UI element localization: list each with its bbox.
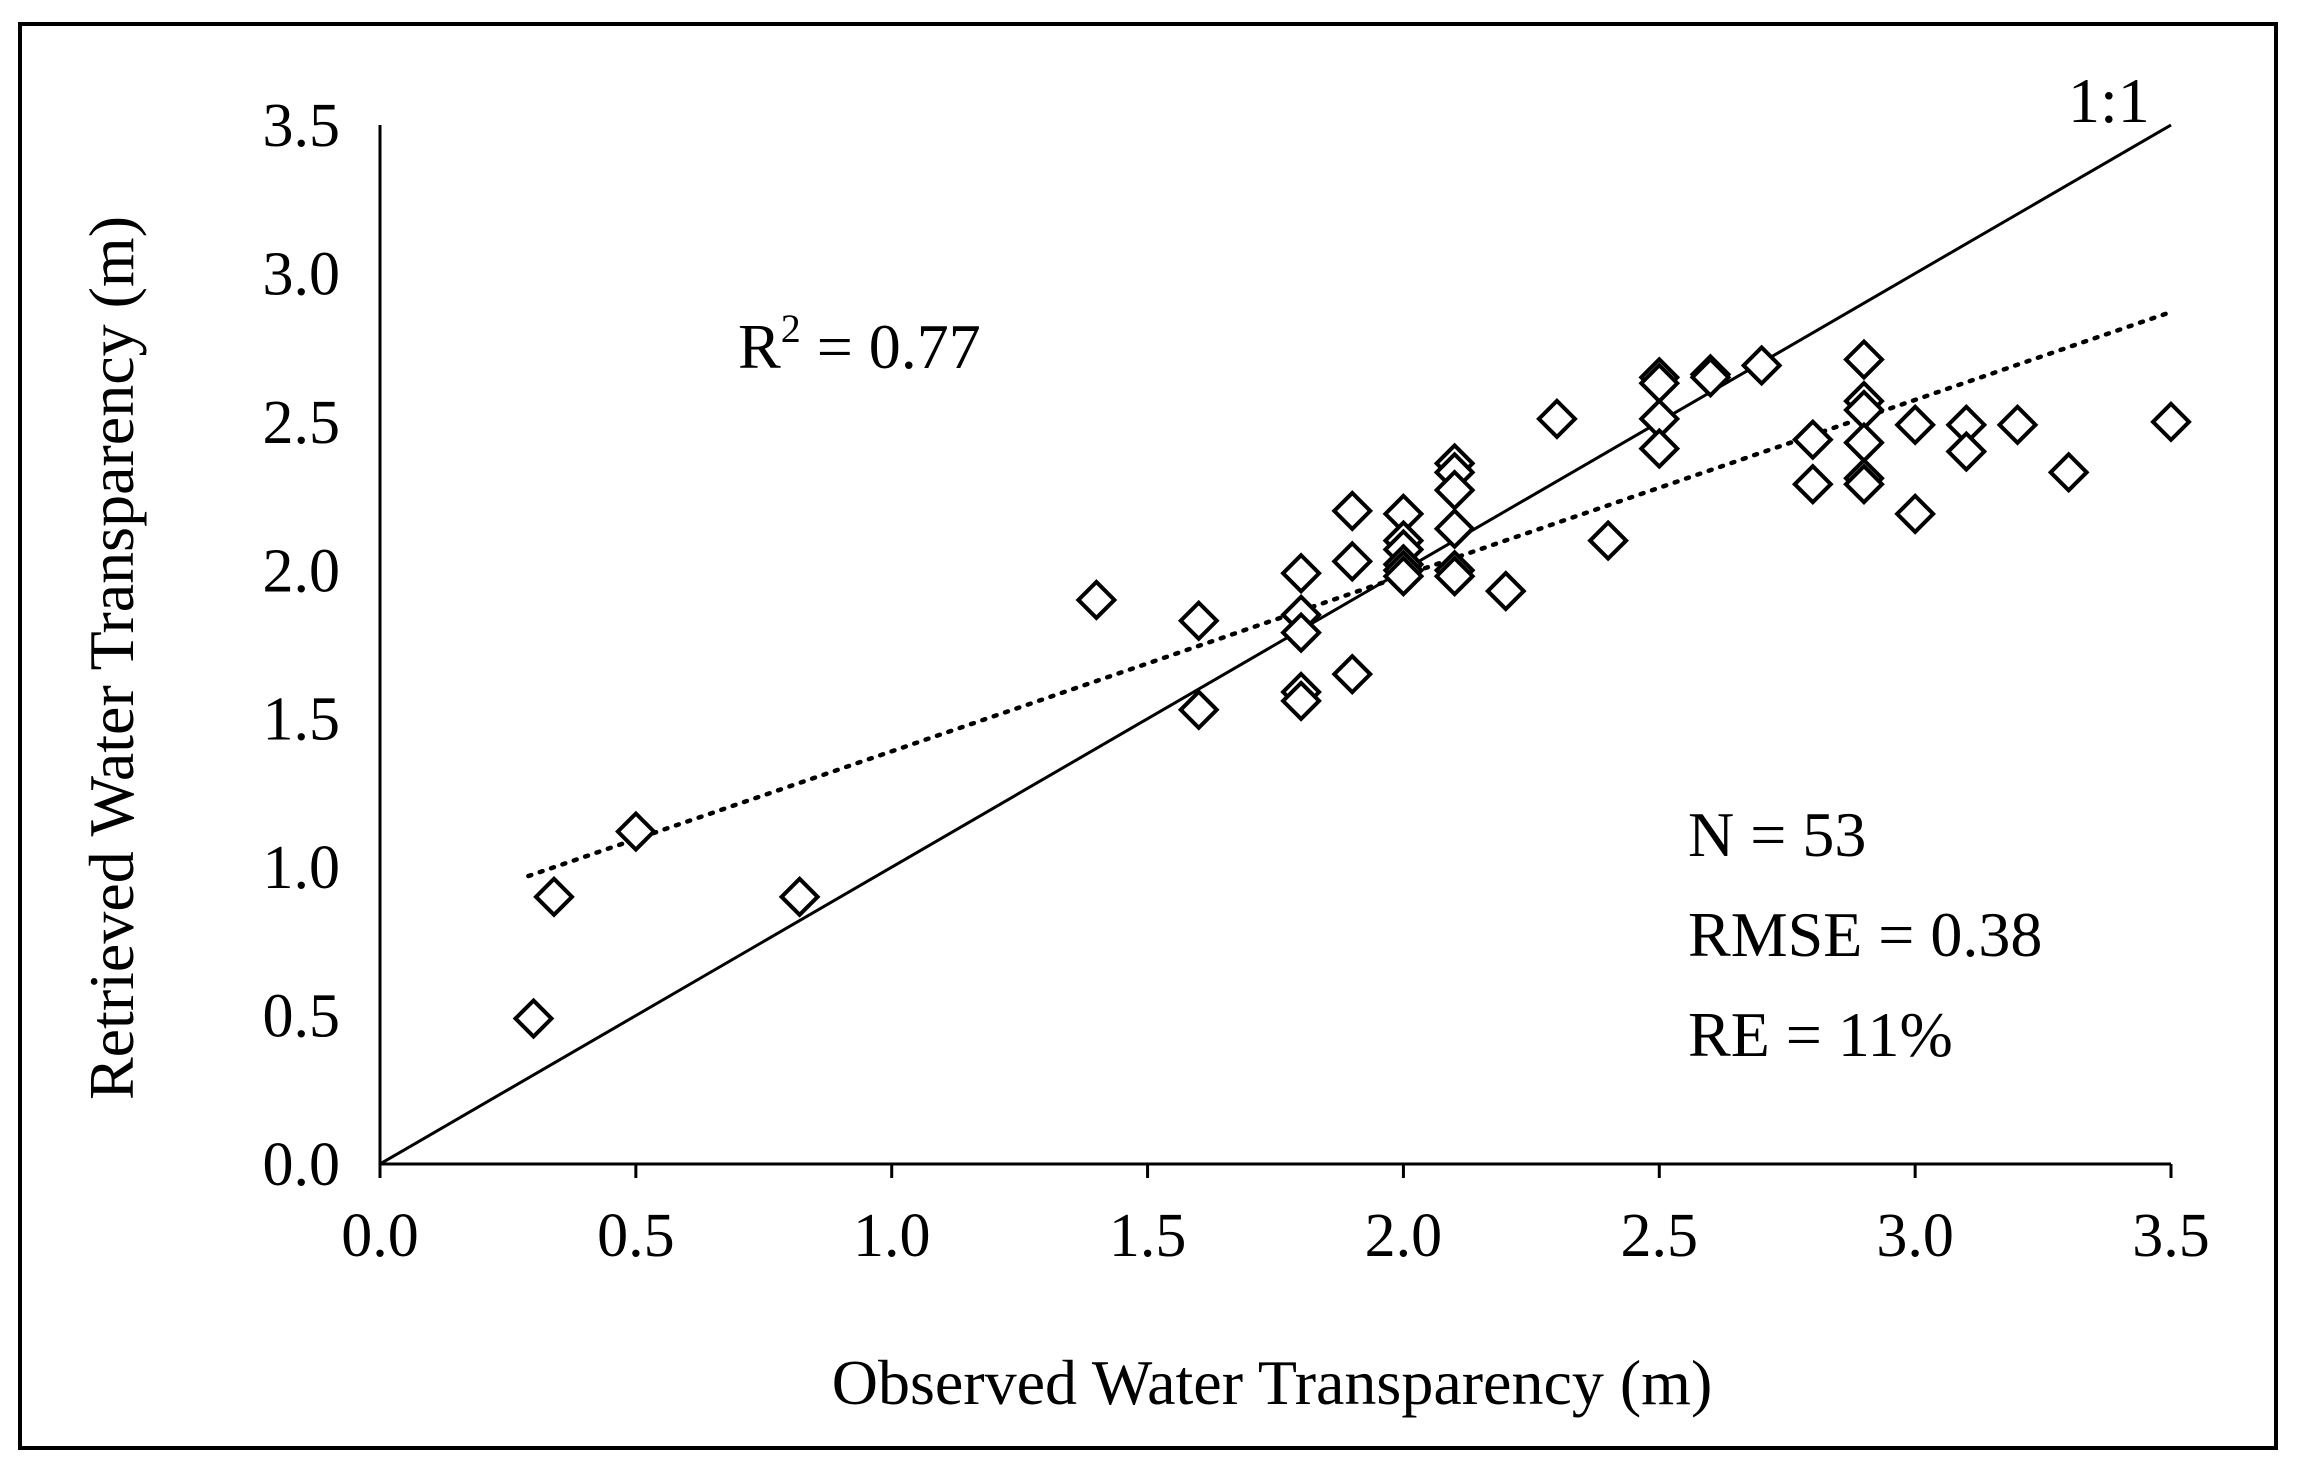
data-point-diamond [2047, 451, 2090, 494]
r-squared-value: = 0.77 [801, 311, 981, 382]
axes-layer [378, 125, 2173, 1178]
x-tick-label: 1.5 [1109, 1202, 1187, 1270]
x-tick-label: 3.5 [2132, 1202, 2210, 1270]
data-point-diamond [1894, 493, 1936, 535]
x-axis-label: Observed Water Transparency (m) [832, 1347, 1713, 1418]
data-point-diamond [615, 810, 657, 853]
y-tick-label: 0.0 [263, 1131, 341, 1199]
data-point-diamond [1280, 611, 1322, 654]
data-point-diamond [1484, 570, 1527, 612]
data-point-diamond [1433, 507, 1476, 550]
data-point-diamond [1843, 421, 1885, 464]
data-point-diamond [1791, 418, 1834, 461]
r-squared-symbol: R [738, 311, 781, 382]
y-tick-label: 3.0 [263, 240, 341, 308]
figure-frame [18, 22, 2278, 1450]
data-point-diamond [1996, 403, 2039, 446]
data-point-diamond [1382, 555, 1425, 598]
rmse-annotation: RMSE = 0.38 [1688, 899, 2042, 970]
data-point-diamond [1177, 688, 1220, 731]
data-point-diamond [1177, 599, 1220, 642]
data-point-diamond [2150, 401, 2192, 443]
data-point-diamond [1587, 519, 1629, 562]
ticks-layer: 0.0 0.5 1.0 1.5 2.0 2.5 3.0 3.5 0.0 0.5 1.0 1.5 2.0 2… [263, 92, 2210, 1270]
data-point-diamond [778, 876, 821, 918]
data-point-diamond [1536, 398, 1578, 440]
data-point-diamond [1843, 338, 1885, 381]
y-tick-label: 3.5 [263, 92, 341, 160]
r-squared-annotation: R2 = 0.77 [738, 306, 981, 382]
x-tick-label: 0.0 [341, 1202, 419, 1270]
x-tick-label: 2.5 [1621, 1202, 1699, 1270]
data-point-diamond [1280, 552, 1322, 595]
data-point-diamond [1689, 356, 1732, 399]
y-tick-label: 2.5 [263, 389, 341, 457]
r-squared-superscript: 2 [781, 306, 801, 351]
x-tick-label: 1.0 [853, 1202, 931, 1270]
data-point-diamond [1843, 463, 1885, 506]
y-tick-label: 1.0 [263, 834, 341, 902]
y-axis-label: Retrieved Water Transparency (m) [76, 216, 147, 1100]
y-tick-label: 0.5 [263, 983, 341, 1051]
data-point-diamond [1638, 427, 1681, 470]
x-tick-label: 3.0 [1876, 1202, 1954, 1270]
data-point-diamond [1280, 680, 1322, 722]
data-point-diamond [1791, 463, 1834, 506]
data-point-diamond [1075, 579, 1118, 621]
data-point-diamond [1945, 430, 1988, 473]
data-point-diamond [1331, 540, 1374, 583]
y-tick-label: 1.5 [263, 686, 341, 754]
x-tick-label: 0.5 [597, 1202, 675, 1270]
data-point-diamond [1740, 344, 1783, 387]
lines-layer [379, 123, 2174, 1166]
data-point-diamond [512, 997, 555, 1040]
trend-line [526, 309, 2174, 879]
one-to-one-label: 1:1 [2068, 65, 2150, 136]
data-point-diamond [1894, 403, 1936, 446]
data-point-diamond [533, 876, 575, 918]
points-layer [512, 338, 2192, 1040]
data-point-diamond [1331, 653, 1374, 696]
re-annotation: RE = 11% [1688, 999, 1953, 1070]
n-annotation: N = 53 [1688, 799, 1866, 870]
one-to-one-line [379, 123, 2172, 1166]
data-point-diamond [1433, 555, 1476, 598]
y-tick-label: 2.0 [263, 537, 341, 605]
data-point-diamond [1331, 490, 1374, 532]
x-tick-label: 2.0 [1365, 1202, 1443, 1270]
